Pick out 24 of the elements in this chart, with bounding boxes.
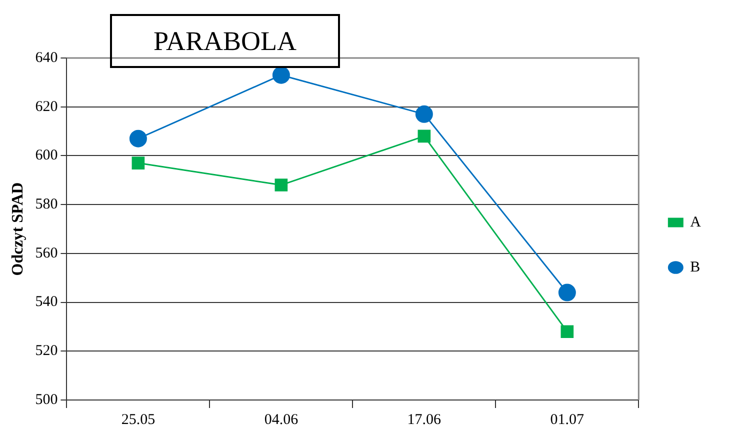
x-tick-label: 25.05 (121, 412, 156, 428)
y-tick-label: 500 (35, 392, 58, 408)
y-tick-label: 580 (35, 196, 58, 213)
y-tick-label: 640 (35, 50, 58, 66)
y-tick-label: 600 (35, 148, 58, 164)
chart-title: PARABOLA (110, 14, 340, 68)
y-tick-label: 520 (35, 343, 58, 360)
y-axis-title: Odczyt SPAD (10, 182, 27, 276)
y-tick-label: 540 (35, 294, 58, 310)
legend-label: A (690, 214, 702, 230)
point (558, 284, 576, 302)
legend-label: B (690, 259, 700, 276)
point (132, 156, 145, 170)
x-tick-label: 04.06 (264, 412, 299, 428)
point (560, 325, 574, 338)
point (129, 130, 147, 148)
y-tick-label: 560 (35, 245, 58, 262)
point (272, 66, 290, 84)
x-tick-label: 17.06 (407, 412, 442, 428)
x-tick-label: 01.07 (550, 412, 585, 428)
point (415, 105, 433, 123)
point (418, 130, 431, 143)
y-tick-label: 620 (35, 98, 58, 115)
point (274, 178, 288, 192)
